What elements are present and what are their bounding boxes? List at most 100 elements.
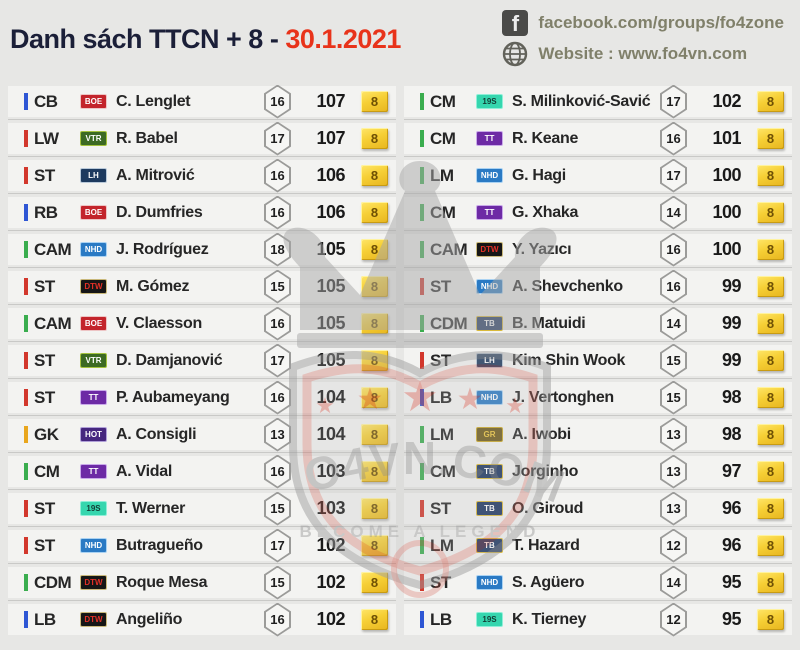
position-color-bar bbox=[24, 93, 28, 110]
level-value: 17 bbox=[666, 94, 681, 109]
player-name: J. Vertonghen bbox=[512, 388, 614, 406]
position-label: ST bbox=[34, 350, 55, 370]
position-label: LW bbox=[34, 128, 59, 148]
player-name: Roque Mesa bbox=[116, 573, 208, 591]
player-name: P. Aubameyang bbox=[116, 388, 230, 406]
bonus-badge: 8 bbox=[757, 609, 784, 630]
price-value: 106 bbox=[316, 165, 345, 185]
level-hexagon: 15 bbox=[264, 566, 291, 600]
player-row: CAM BOE V. Claesson 16 105 8 bbox=[8, 304, 396, 339]
player-name: Butragueño bbox=[116, 536, 203, 554]
website-url[interactable]: Website : www.fo4vn.com bbox=[538, 44, 748, 63]
position-color-bar bbox=[24, 241, 28, 258]
position-label: CDM bbox=[34, 572, 72, 592]
player-name: J. Rodríguez bbox=[116, 240, 209, 258]
position-label: ST bbox=[34, 165, 55, 185]
team-badge: LH bbox=[476, 353, 503, 368]
level-value: 16 bbox=[270, 94, 285, 109]
player-row: CM TT R. Keane 16 101 8 bbox=[404, 119, 792, 156]
facebook-link-row[interactable]: f facebook.com/groups/fo4zone bbox=[502, 10, 784, 36]
facebook-icon: f bbox=[502, 10, 529, 36]
position-color-bar bbox=[24, 611, 28, 628]
bonus-badge: 8 bbox=[757, 535, 784, 556]
player-row: CM 19S S. Milinković-Savić 17 102 8 bbox=[404, 86, 792, 117]
price-value: 103 bbox=[316, 498, 345, 518]
level-value: 13 bbox=[666, 464, 681, 479]
team-badge: DTW bbox=[80, 279, 107, 294]
header-links: f facebook.com/groups/fo4zone Website : … bbox=[502, 10, 784, 67]
level-value: 13 bbox=[666, 501, 681, 516]
level-hexagon: 16 bbox=[264, 455, 291, 489]
price-value: 102 bbox=[712, 91, 741, 111]
player-name: O. Giroud bbox=[512, 499, 584, 517]
player-name: T. Werner bbox=[116, 499, 186, 517]
price-value: 102 bbox=[316, 609, 345, 629]
facebook-url[interactable]: facebook.com/groups/fo4zone bbox=[538, 13, 784, 32]
bonus-badge: 8 bbox=[361, 239, 388, 260]
level-value: 15 bbox=[666, 353, 681, 368]
bonus-badge: 8 bbox=[361, 313, 388, 334]
level-value: 16 bbox=[270, 316, 285, 331]
position-color-bar bbox=[24, 278, 28, 295]
bonus-badge: 8 bbox=[757, 239, 784, 260]
level-hexagon: 15 bbox=[264, 492, 291, 526]
level-hexagon: 17 bbox=[660, 85, 687, 119]
player-name: B. Matuidi bbox=[512, 314, 586, 332]
level-hexagon: 13 bbox=[660, 455, 687, 489]
level-value: 17 bbox=[666, 168, 681, 183]
team-badge: NHD bbox=[476, 279, 503, 294]
bonus-badge: 8 bbox=[757, 202, 784, 223]
position-label: LM bbox=[430, 424, 454, 444]
player-row: CM TT A. Vidal 16 103 8 bbox=[8, 452, 396, 489]
website-link-row[interactable]: Website : www.fo4vn.com bbox=[502, 41, 784, 67]
level-hexagon: 14 bbox=[660, 307, 687, 341]
level-value: 15 bbox=[270, 279, 285, 294]
bonus-badge: 8 bbox=[361, 202, 388, 223]
level-value: 17 bbox=[270, 353, 285, 368]
level-value: 17 bbox=[270, 538, 285, 553]
player-name: D. Damjanović bbox=[116, 351, 223, 369]
position-color-bar bbox=[24, 352, 28, 369]
level-value: 14 bbox=[666, 575, 681, 590]
level-hexagon: 15 bbox=[660, 344, 687, 378]
level-value: 12 bbox=[666, 538, 681, 553]
team-badge: NHD bbox=[476, 575, 503, 590]
position-color-bar bbox=[420, 352, 424, 369]
level-hexagon: 13 bbox=[660, 418, 687, 452]
player-row: ST DTW M. Gómez 15 105 8 bbox=[8, 267, 396, 302]
player-row: CAM NHD J. Rodríguez 18 105 8 bbox=[8, 230, 396, 265]
player-row: CB BOE C. Lenglet 16 107 8 bbox=[8, 86, 396, 117]
position-color-bar bbox=[420, 389, 424, 406]
level-hexagon: 13 bbox=[264, 418, 291, 452]
position-label: CM bbox=[430, 91, 456, 111]
price-value: 104 bbox=[316, 387, 345, 407]
team-badge: NHD bbox=[476, 168, 503, 183]
player-column-right: CM 19S S. Milinković-Savić 17 102 8 CM T… bbox=[404, 86, 792, 641]
player-row: LM TB T. Hazard 12 96 8 bbox=[404, 526, 792, 561]
level-hexagon: 16 bbox=[264, 603, 291, 637]
position-color-bar bbox=[420, 611, 424, 628]
team-badge: TB bbox=[476, 538, 503, 553]
price-value: 105 bbox=[316, 239, 345, 259]
player-name: K. Tierney bbox=[512, 610, 587, 628]
player-name: V. Claesson bbox=[116, 314, 202, 332]
position-color-bar bbox=[24, 389, 28, 406]
bonus-badge: 8 bbox=[361, 424, 388, 445]
price-value: 107 bbox=[316, 91, 345, 111]
bonus-badge: 8 bbox=[361, 535, 388, 556]
team-badge: 19S bbox=[476, 94, 503, 109]
bonus-badge: 8 bbox=[361, 387, 388, 408]
team-badge: TT bbox=[476, 131, 503, 146]
position-color-bar bbox=[420, 93, 424, 110]
price-value: 99 bbox=[721, 350, 742, 370]
page-title: Danh sách TTCN + 8 - 30.1.2021 bbox=[10, 24, 401, 55]
level-hexagon: 14 bbox=[660, 566, 687, 600]
player-name: Y. Yazıcı bbox=[512, 240, 572, 258]
price-value: 100 bbox=[712, 239, 741, 259]
level-hexagon: 16 bbox=[660, 122, 687, 156]
bonus-badge: 8 bbox=[757, 313, 784, 334]
level-hexagon: 15 bbox=[660, 381, 687, 415]
position-label: CM bbox=[34, 461, 60, 481]
position-label: CB bbox=[34, 91, 58, 111]
position-label: LM bbox=[430, 165, 454, 185]
